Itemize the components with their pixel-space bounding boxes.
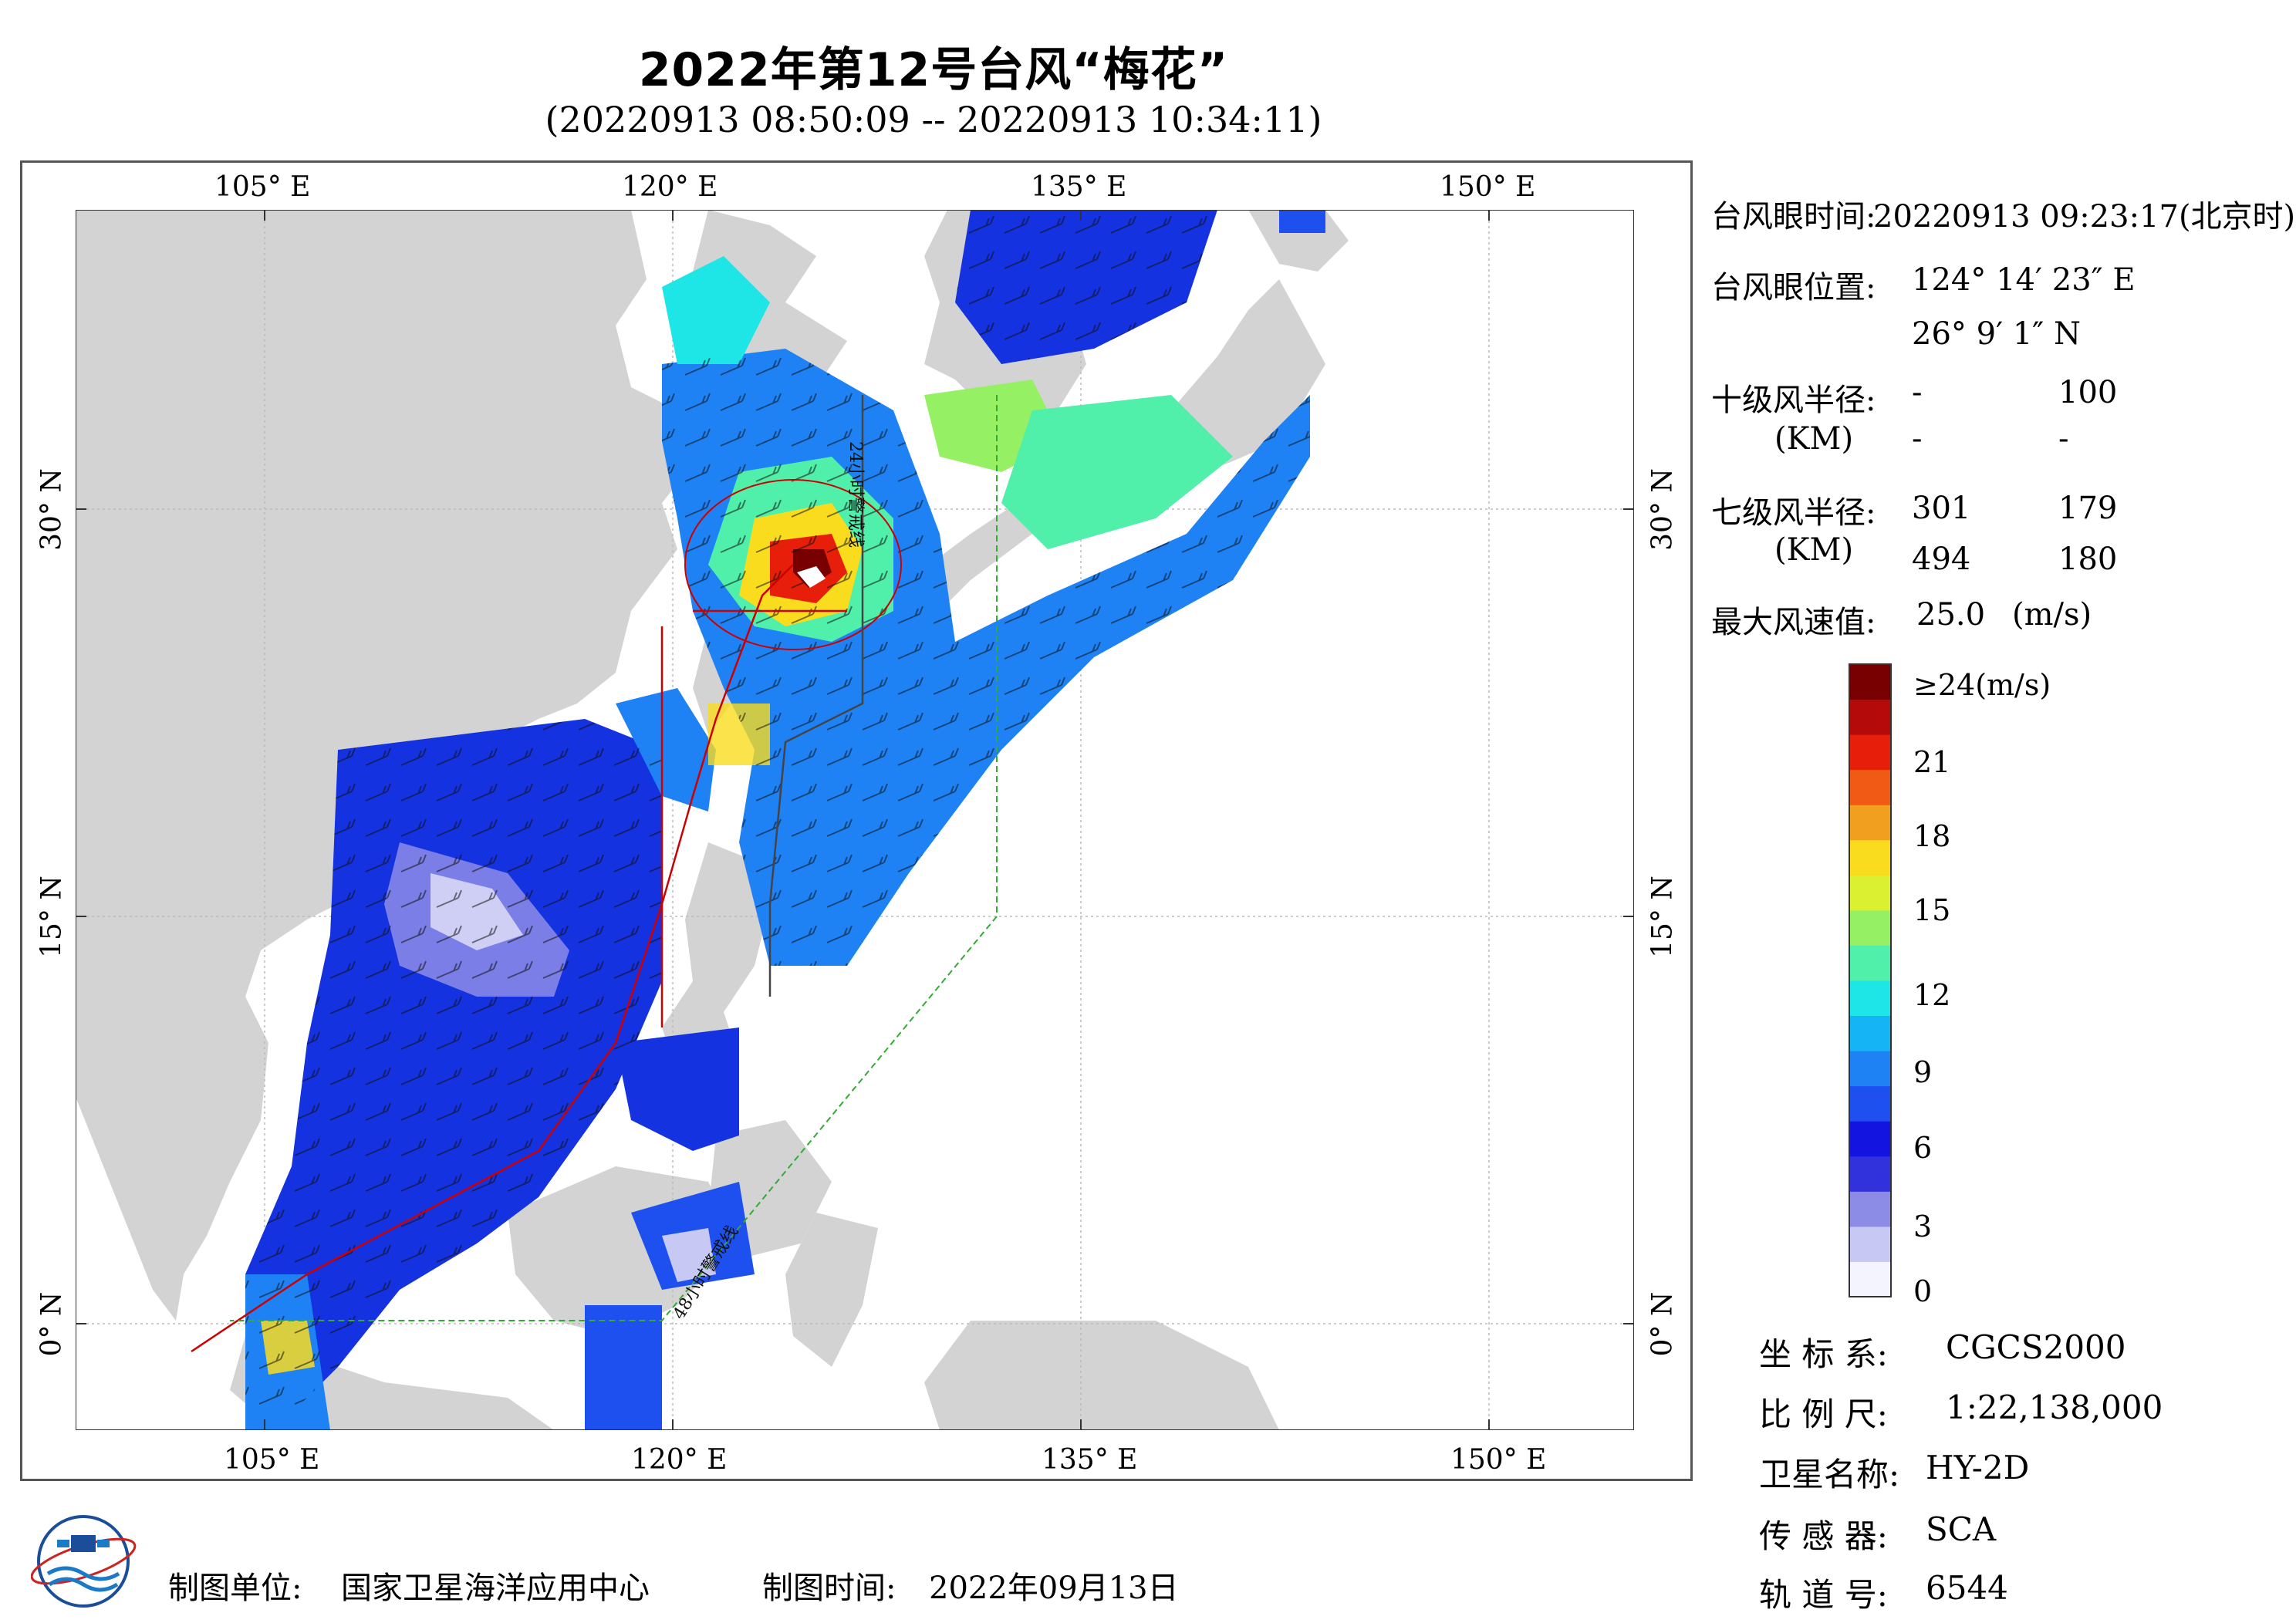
nsoas-logo-icon [31, 1515, 137, 1608]
colorbar-tick-18: 18 [1913, 819, 1951, 853]
colorbar-tick-0: 0 [1913, 1274, 1933, 1308]
lon-label-top-120: 120° E [622, 171, 718, 203]
lon-label-bottom-150: 150° E [1450, 1444, 1547, 1476]
lat-label-left-30: 30° N [35, 468, 68, 551]
scale-label: 比 例 尺: [1759, 1395, 1888, 1433]
lat-label-right-15: 15° N [1646, 876, 1679, 958]
satellite-value: HY-2D [1926, 1449, 2030, 1486]
colorbar-stripe [1849, 909, 1891, 946]
colorbar-stripe [1849, 1191, 1891, 1227]
producer-label: 制图单位: [168, 1571, 302, 1606]
lon-label-top-150: 150° E [1440, 171, 1536, 203]
r7-row1-a: 301 [1912, 491, 1971, 526]
scale-value: 1:22,138,000 [1946, 1388, 2163, 1426]
warning-line-48h [230, 395, 998, 1321]
r7-label: 七级风半径: [1711, 495, 1876, 531]
r7-unit: (KM) [1774, 532, 1854, 568]
producer-value: 国家卫星海洋应用中心 [341, 1571, 650, 1606]
colorbar-tick-9: 9 [1913, 1055, 1933, 1089]
colorbar-stripe [1849, 699, 1891, 735]
wind-field-map: 24小时警戒线 48小时警戒线 [76, 210, 1634, 1430]
r10-row1-a: - [1912, 375, 1923, 410]
new-guinea [924, 1321, 1279, 1430]
r10-row2-a: - [1912, 421, 1923, 457]
crs-label: 坐 标 系: [1759, 1335, 1888, 1373]
sulawesi [785, 1213, 878, 1367]
warning-line-24h [768, 395, 864, 997]
production-date-value: 2022年09月13日 [929, 1571, 1179, 1606]
eye-lon-value: 124° 14′ 23″ E [1912, 262, 2136, 298]
max-wind-label: 最大风速值: [1711, 605, 1876, 640]
lon-label-bottom-135: 135° E [1042, 1444, 1138, 1476]
colorbar-stripe [1849, 1015, 1891, 1051]
colorbar-stripe [1849, 769, 1891, 805]
typhoon-eye [797, 566, 826, 588]
axis-ticks [76, 210, 1634, 1430]
lon-label-top-105: 105° E [214, 171, 311, 203]
crs-value: CGCS2000 [1946, 1328, 2126, 1366]
sensor-label: 传 感 器: [1759, 1517, 1888, 1555]
colorbar-stripe [1849, 805, 1891, 841]
colorbar-stripe [1849, 1226, 1891, 1262]
lat-label-left-15: 15° N [35, 876, 68, 958]
r10-unit: (KM) [1774, 421, 1854, 457]
colorbar-stripe [1849, 839, 1891, 876]
lat-label-right-30: 30° N [1646, 468, 1679, 551]
sensor-value: SCA [1926, 1510, 1997, 1548]
eye-time-label: 台风眼时间: [1711, 199, 1876, 235]
colorbar-tick-24: ≥24(m/s) [1913, 668, 2051, 702]
colorbar-tick-15: 15 [1913, 893, 1951, 927]
warning-label-24h: 24小时警戒线 [846, 441, 865, 548]
colorbar-tick-12: 12 [1913, 978, 1951, 1012]
production-date-label: 制图时间: [762, 1571, 896, 1606]
colorbar-tick-3: 3 [1913, 1210, 1933, 1243]
r7-row2-b: 180 [2058, 542, 2118, 577]
map-title: 2022年第12号台风“梅花” [638, 43, 1229, 97]
colorbar-stripe [1849, 1156, 1891, 1192]
map-subtitle: (20220913 08:50:09 -- 20220913 10:34:11) [545, 99, 1322, 140]
r10-row2-b: - [2058, 421, 2069, 457]
colorbar-stripe [1849, 1051, 1891, 1087]
r7-row1-b: 179 [2058, 491, 2118, 526]
colorbar-stripe [1849, 1261, 1891, 1297]
max-wind-unit: (m/s) [2012, 597, 2092, 633]
colorbar-stripe [1849, 980, 1891, 1017]
colorbar-tick-6: 6 [1913, 1131, 1933, 1165]
r7-row2-a: 494 [1912, 542, 1971, 577]
orbit-value: 6544 [1926, 1569, 2008, 1607]
colorbar-stripe [1849, 664, 1891, 700]
lat-label-left-0: 0° N [35, 1291, 68, 1357]
lon-label-top-135: 135° E [1031, 171, 1127, 203]
lat-label-right-0: 0° N [1646, 1291, 1679, 1357]
satellite-label: 卫星名称: [1759, 1456, 1900, 1493]
eye-lat-value: 26° 9′ 1″ N [1912, 316, 2081, 352]
colorbar-tick-21: 21 [1913, 745, 1951, 779]
r10-label: 十级风半径: [1711, 383, 1876, 418]
colorbar-stripe [1849, 1121, 1891, 1157]
eye-time-value: 20220913 09:23:17(北京时) [1873, 199, 2296, 235]
colorbar-stripe [1849, 875, 1891, 911]
colorbar-stripe [1849, 734, 1891, 771]
typhoon-track [191, 479, 903, 1353]
eye-pos-label: 台风眼位置: [1711, 270, 1876, 305]
colorbar-stripe [1849, 1085, 1891, 1122]
max-wind-value: 25.0 [1916, 597, 1986, 633]
colorbar-stripe [1849, 945, 1891, 981]
lon-label-bottom-120: 120° E [631, 1444, 728, 1476]
colorbar [1849, 663, 1892, 1297]
wind-barbs [245, 210, 1310, 1413]
lon-label-bottom-105: 105° E [224, 1444, 320, 1476]
orbit-label: 轨 道 号: [1759, 1576, 1888, 1614]
r10-row1-b: 100 [2058, 375, 2118, 410]
